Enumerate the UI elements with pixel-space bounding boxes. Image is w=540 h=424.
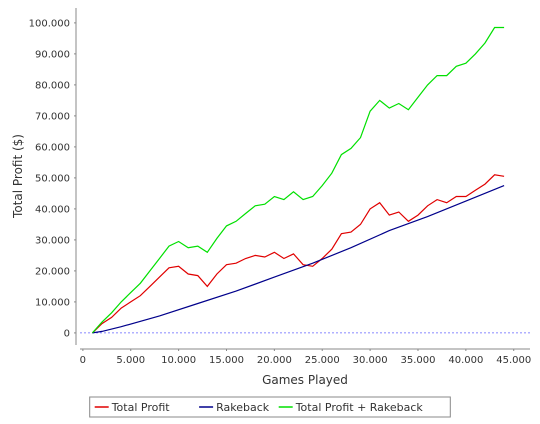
y-tick-label: 40.000 [35,204,70,215]
series-line [91,174,505,334]
x-tick-label: 30.000 [353,355,388,366]
y-axis-title: Total Profit ($) [11,134,25,219]
y-tick-label: 100.000 [29,18,70,29]
y-tick-label: 10.000 [35,297,70,308]
y-tick-label: 20.000 [35,266,70,277]
x-tick-label: 5.000 [116,355,145,366]
x-tick-label: 45.000 [496,355,531,366]
x-tick-label: 10.000 [161,355,196,366]
x-tick-label: 35.000 [400,355,435,366]
x-tick-label: 25.000 [305,355,340,366]
plot-area [80,8,530,345]
y-tick-label: 70.000 [35,111,70,122]
legend-label: Total Profit + Rakeback [295,401,424,414]
x-tick-label: 40.000 [448,355,483,366]
legend-label: Rakeback [216,401,270,414]
x-axis-title: Games Played [262,373,348,387]
x-tick-label: 20.000 [257,355,292,366]
x-tick-label: 15.000 [209,355,244,366]
x-tick-label: 0 [80,355,86,366]
y-tick-label: 0 [64,328,70,339]
y-tick-label: 50.000 [35,173,70,184]
series-line [91,26,505,334]
legend-label: Total Profit [111,401,171,414]
legend-box [89,396,451,418]
y-tick-label: 30.000 [35,235,70,246]
y-tick-label: 60.000 [35,142,70,153]
series-line [92,185,505,334]
y-tick-label: 80.000 [35,80,70,91]
y-tick-label: 90.000 [35,49,70,60]
